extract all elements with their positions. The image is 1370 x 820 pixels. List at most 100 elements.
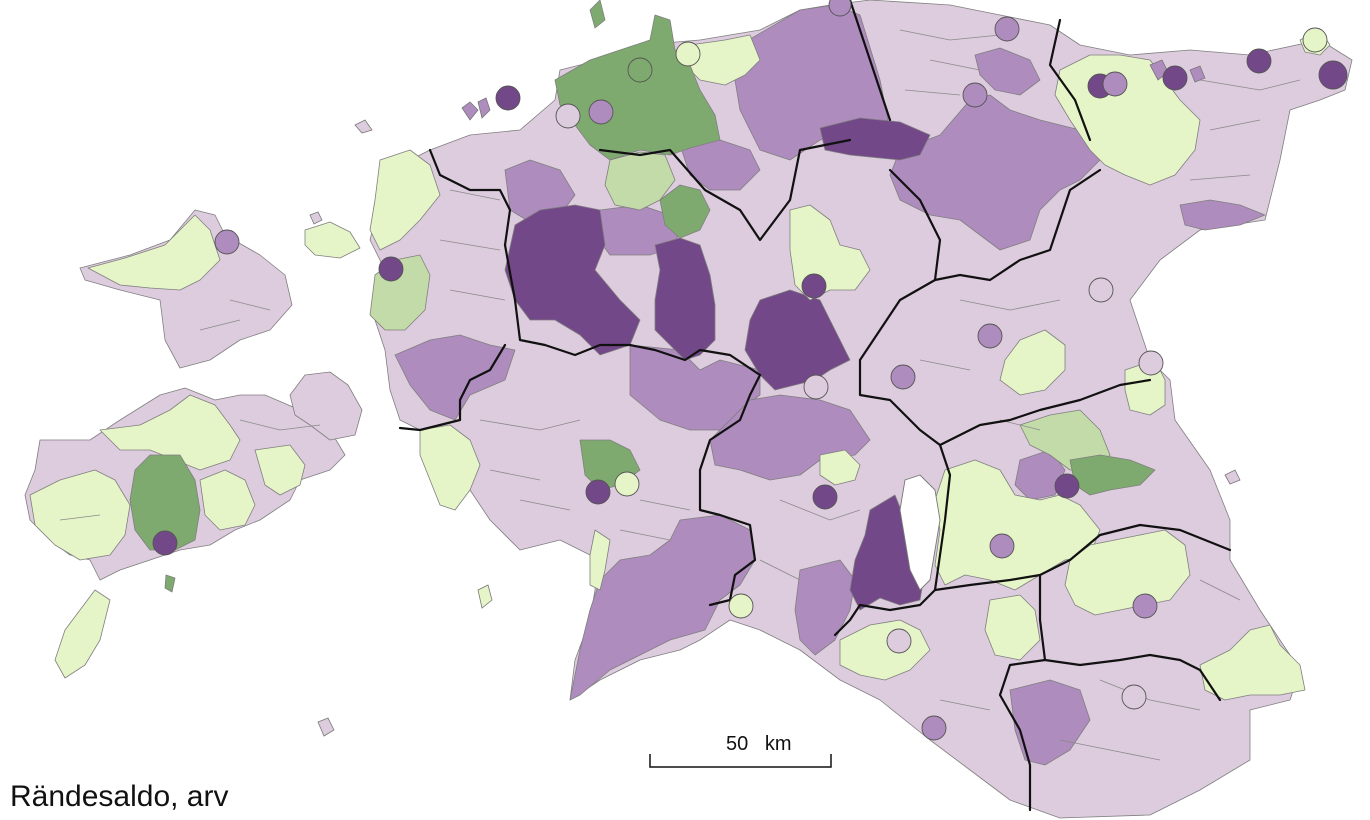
region-medium-green-45 bbox=[1069, 454, 1156, 496]
region-dark-purple-17 bbox=[819, 117, 931, 161]
region-pale-green-95 bbox=[477, 584, 493, 609]
region-medium-purple-3 bbox=[974, 47, 1041, 96]
medium-purple-regions bbox=[394, 4, 1266, 766]
city-marker-light-purple-116 bbox=[1088, 277, 1114, 303]
region-dark-purple-15 bbox=[654, 237, 716, 361]
region-shape-75 bbox=[59, 514, 101, 521]
region-shape-70 bbox=[639, 499, 691, 511]
region-shape-77 bbox=[503, 243, 762, 377]
region-medium-purple-13 bbox=[1179, 199, 1266, 231]
region-shape-62 bbox=[759, 559, 801, 581]
region-medium-purple-11 bbox=[1009, 679, 1091, 766]
region-shape-63 bbox=[959, 299, 1061, 311]
region-pale-green-20 bbox=[369, 149, 441, 251]
city-marker-medium-purple-99 bbox=[828, 0, 852, 17]
region-medium-purple-8 bbox=[709, 394, 871, 481]
region-pale-green-36 bbox=[199, 469, 256, 531]
city-marker-medium-purple-125 bbox=[989, 533, 1015, 559]
region-shape-86 bbox=[998, 658, 1047, 812]
region-shape-69 bbox=[1199, 579, 1241, 601]
city-markers bbox=[152, 0, 1348, 741]
region-shape-89 bbox=[398, 343, 507, 432]
region-medium-green-47 bbox=[589, 0, 606, 29]
region-shape-54 bbox=[1189, 174, 1251, 181]
region-shape-84 bbox=[933, 443, 1232, 592]
city-marker-light-purple-118 bbox=[1138, 350, 1164, 376]
region-pale-green-32 bbox=[589, 529, 611, 591]
region-shape-87 bbox=[833, 588, 937, 637]
region-pale-green-25 bbox=[419, 424, 481, 511]
region-shape-88 bbox=[698, 373, 762, 607]
region-shape-66 bbox=[1099, 679, 1201, 711]
city-marker-pale-green-127 bbox=[728, 593, 754, 619]
municipality-lines bbox=[59, 29, 1301, 761]
scale-bar-unit: km bbox=[764, 733, 792, 755]
city-marker-dark-purple-112 bbox=[1318, 60, 1348, 90]
region-pale-green-28 bbox=[1064, 529, 1191, 616]
region-shape-59 bbox=[489, 469, 541, 481]
region-shape-80 bbox=[888, 168, 1102, 282]
region-shape-74 bbox=[239, 419, 321, 431]
city-marker-medium-purple-113 bbox=[214, 229, 240, 255]
vormsi-island bbox=[304, 221, 361, 259]
region-pale-green-29 bbox=[984, 594, 1041, 661]
region-shape-71 bbox=[619, 529, 671, 541]
region-light-purple-97 bbox=[354, 119, 373, 134]
map-title: Rändesaldo, arv bbox=[10, 780, 229, 813]
region-shape-132 bbox=[649, 754, 832, 768]
region-shape-67 bbox=[1059, 739, 1161, 761]
city-marker-dark-purple-103 bbox=[495, 85, 521, 111]
region-medium-green-46 bbox=[129, 454, 201, 551]
region-shape-82 bbox=[858, 278, 942, 447]
region-shape-52 bbox=[1199, 79, 1301, 91]
city-marker-medium-purple-106 bbox=[962, 82, 988, 108]
city-marker-medium-purple-131 bbox=[921, 715, 947, 741]
city-marker-dark-purple-124 bbox=[1054, 473, 1080, 499]
city-marker-medium-purple-119 bbox=[890, 364, 916, 390]
region-medium-purple-90 bbox=[461, 101, 479, 121]
city-marker-medium-purple-108 bbox=[1102, 71, 1128, 97]
city-marker-dark-purple-110 bbox=[1246, 48, 1272, 74]
region-shape-55 bbox=[449, 189, 501, 201]
region-shape-78 bbox=[598, 138, 852, 242]
region-dark-purple-14 bbox=[504, 204, 641, 356]
region-pale-green-27 bbox=[934, 459, 1101, 591]
city-marker-medium-purple-100 bbox=[994, 16, 1020, 42]
region-shape-50 bbox=[929, 59, 981, 71]
lake-vortsjarv bbox=[899, 474, 941, 591]
city-marker-dark-purple-115 bbox=[801, 273, 827, 299]
region-pale-green-35 bbox=[99, 394, 241, 471]
region-medium-purple-6 bbox=[394, 334, 516, 421]
region-shape-79 bbox=[848, 0, 892, 122]
region-shape-81 bbox=[1048, 18, 1092, 142]
city-marker-medium-purple-128 bbox=[1132, 593, 1158, 619]
city-marker-dark-purple-109 bbox=[1162, 65, 1188, 91]
region-medium-purple-10 bbox=[794, 559, 856, 656]
city-marker-medium-purple-104 bbox=[588, 99, 614, 125]
region-pale-green-37 bbox=[254, 444, 306, 496]
scale-bar-label: 50 km bbox=[726, 733, 792, 756]
scale-bar bbox=[649, 754, 832, 768]
city-marker-pale-green-101 bbox=[675, 41, 701, 67]
muhu-island bbox=[289, 371, 363, 441]
region-shape-83 bbox=[938, 378, 1152, 447]
city-marker-dark-purple-123 bbox=[812, 484, 838, 510]
region-shape-57 bbox=[449, 289, 506, 301]
region-shape-73 bbox=[199, 319, 241, 331]
region-medium-green-42 bbox=[554, 14, 721, 161]
region-shape-68 bbox=[939, 699, 991, 711]
region-pale-green-23 bbox=[999, 329, 1066, 396]
region-light-purple-94 bbox=[317, 717, 335, 737]
city-marker-medium-purple-117 bbox=[977, 323, 1003, 349]
region-shape-60 bbox=[519, 499, 571, 511]
city-marker-dark-purple-126 bbox=[152, 530, 178, 556]
region-shape-58 bbox=[479, 419, 581, 431]
city-marker-light-purple-105 bbox=[555, 103, 581, 129]
region-medium-green-43 bbox=[659, 184, 711, 239]
sorve-peninsula bbox=[54, 589, 111, 679]
region-shape-76 bbox=[428, 148, 512, 247]
region-shape-61 bbox=[779, 499, 861, 521]
city-marker-medium-green-102 bbox=[627, 57, 653, 83]
region-pale-green-33 bbox=[87, 214, 221, 291]
